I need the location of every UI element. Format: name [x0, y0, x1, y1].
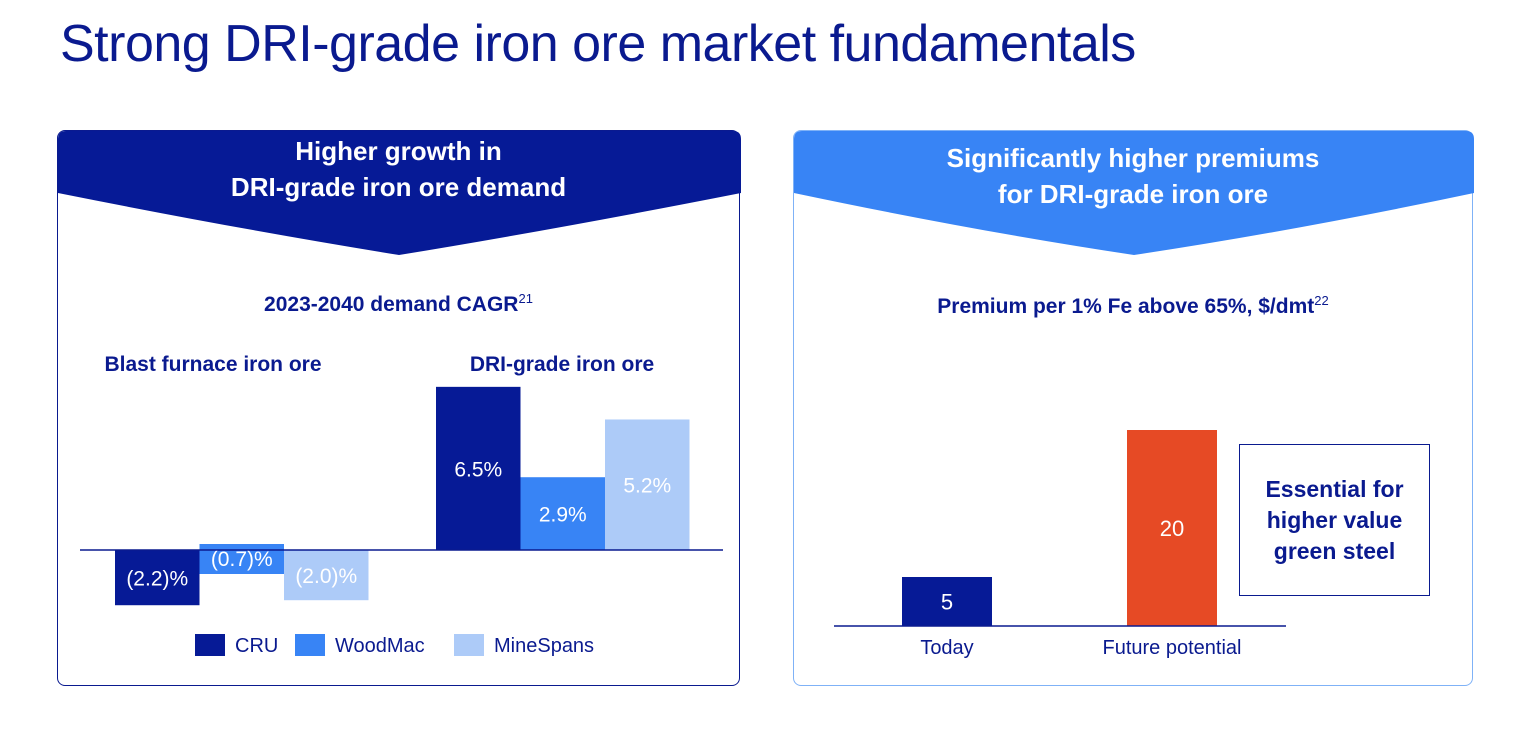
bar-cru — [115, 550, 200, 606]
bar-data-label: (2.0)% — [295, 565, 357, 588]
legend-swatch-woodmac — [295, 634, 325, 656]
category-label: Future potential — [1103, 637, 1242, 659]
bar-data-label: 5.2% — [623, 475, 671, 498]
premium-chart-subtitle: Premium per 1% Fe above 65%, $/dmt22 — [794, 293, 1472, 319]
category-label: DRI-grade iron ore — [470, 353, 654, 376]
demand-header-line1: Higher growth in — [295, 136, 502, 166]
page-title: Strong DRI-grade iron ore market fundame… — [60, 15, 1136, 73]
bar-data-label: 2.9% — [539, 504, 587, 527]
bar-minespans — [284, 550, 369, 601]
premium-header-banner — [794, 131, 1474, 255]
bar-data-label: 5 — [941, 590, 953, 615]
demand-cagr-chart: Blast furnace iron ore DRI-grade iron ore… — [80, 353, 723, 657]
premium-panel: Significantly higher premiums for DRI-gr… — [793, 130, 1474, 686]
legend-label-cru: CRU — [235, 635, 278, 657]
legend-label-minespans: MineSpans — [494, 635, 594, 657]
bar-future-potential — [1127, 430, 1217, 626]
demand-header-banner — [58, 131, 741, 255]
premium-header-line2: for DRI-grade iron ore — [997, 179, 1269, 209]
bar-data-label: 20 — [1160, 516, 1184, 541]
green-steel-callout: Essential for higher value green steel — [1239, 444, 1430, 596]
footnote-ref: 21 — [518, 291, 533, 306]
bar-label-background — [199, 544, 284, 574]
bar-data-label: (0.7)% — [211, 548, 273, 571]
bar-data-label: 6.5% — [454, 458, 502, 481]
demand-panel: Higher growth in DRI-grade iron ore dema… — [57, 130, 741, 686]
bar-woodmac — [520, 477, 605, 550]
category-label: Blast furnace iron ore — [104, 353, 321, 376]
bar-minespans — [605, 419, 690, 550]
demand-chart-subtitle: 2023-2040 demand CAGR21 — [58, 291, 739, 317]
legend-swatch-cru — [195, 634, 225, 656]
bar-data-label: (2.2)% — [126, 568, 188, 591]
subtitle-text: 2023-2040 demand CAGR — [264, 293, 519, 316]
bar-cru — [436, 386, 521, 550]
premium-chart: 5 Today 20 Future potential — [834, 430, 1286, 659]
bar-today — [902, 577, 992, 626]
legend-label-woodmac: WoodMac — [335, 635, 425, 657]
subtitle-text: Premium per 1% Fe above 65%, $/dmt — [937, 295, 1315, 318]
category-label: Today — [920, 637, 973, 659]
demand-header-line2: DRI-grade iron ore demand — [230, 172, 567, 202]
premium-header-line1: Significantly higher premiums — [946, 143, 1320, 173]
legend-swatch-minespans — [454, 634, 484, 656]
footnote-ref: 22 — [1314, 293, 1329, 308]
